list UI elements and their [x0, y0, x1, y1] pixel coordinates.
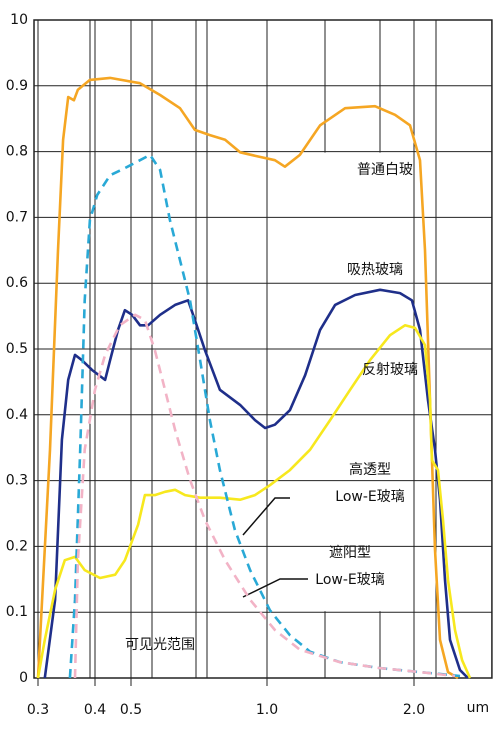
y-tick-label: 0.8	[6, 144, 28, 160]
x-tick-label: 0.4	[84, 702, 106, 718]
y-tick-label: 0.1	[6, 604, 28, 620]
y-tick-label: 0.4	[6, 407, 28, 423]
annotation: 可见光范围	[125, 636, 195, 653]
y-tick-label: 0.3	[6, 473, 28, 489]
series-label: Low-E玻璃	[335, 488, 404, 505]
x-tick-label: 0.3	[27, 702, 49, 718]
y-tick-label: 0.2	[6, 538, 28, 554]
series-line	[36, 76, 459, 680]
x-tick-label: 1.0	[256, 702, 278, 718]
series-line	[68, 153, 461, 679]
series-label: 普通白玻	[357, 162, 413, 178]
x-axis-label: um	[467, 700, 490, 716]
series-line	[73, 313, 456, 679]
plot-frame	[33, 19, 493, 679]
series-line	[36, 324, 472, 679]
leader-line	[242, 578, 308, 598]
x-tick-label: 2.0	[403, 702, 425, 718]
y-tick-label: 0.5	[6, 341, 28, 357]
y-tick-label: 0.7	[6, 209, 28, 225]
series-label: Low-E玻璃	[315, 571, 384, 588]
series-label: 吸热玻璃	[347, 261, 403, 278]
y-tick-label: 0	[19, 670, 28, 686]
series-label: 反射玻璃	[362, 361, 418, 378]
y-tick-label: 0.9	[6, 78, 28, 94]
series-label: 遮阳型	[329, 545, 371, 561]
label-area	[208, 152, 435, 612]
leader-line	[242, 497, 290, 536]
y-tick-label: 10	[10, 12, 28, 28]
series-label: 高透型	[349, 461, 391, 478]
x-tick-label: 0.5	[120, 702, 142, 718]
y-tick-label: 0.6	[6, 275, 28, 291]
